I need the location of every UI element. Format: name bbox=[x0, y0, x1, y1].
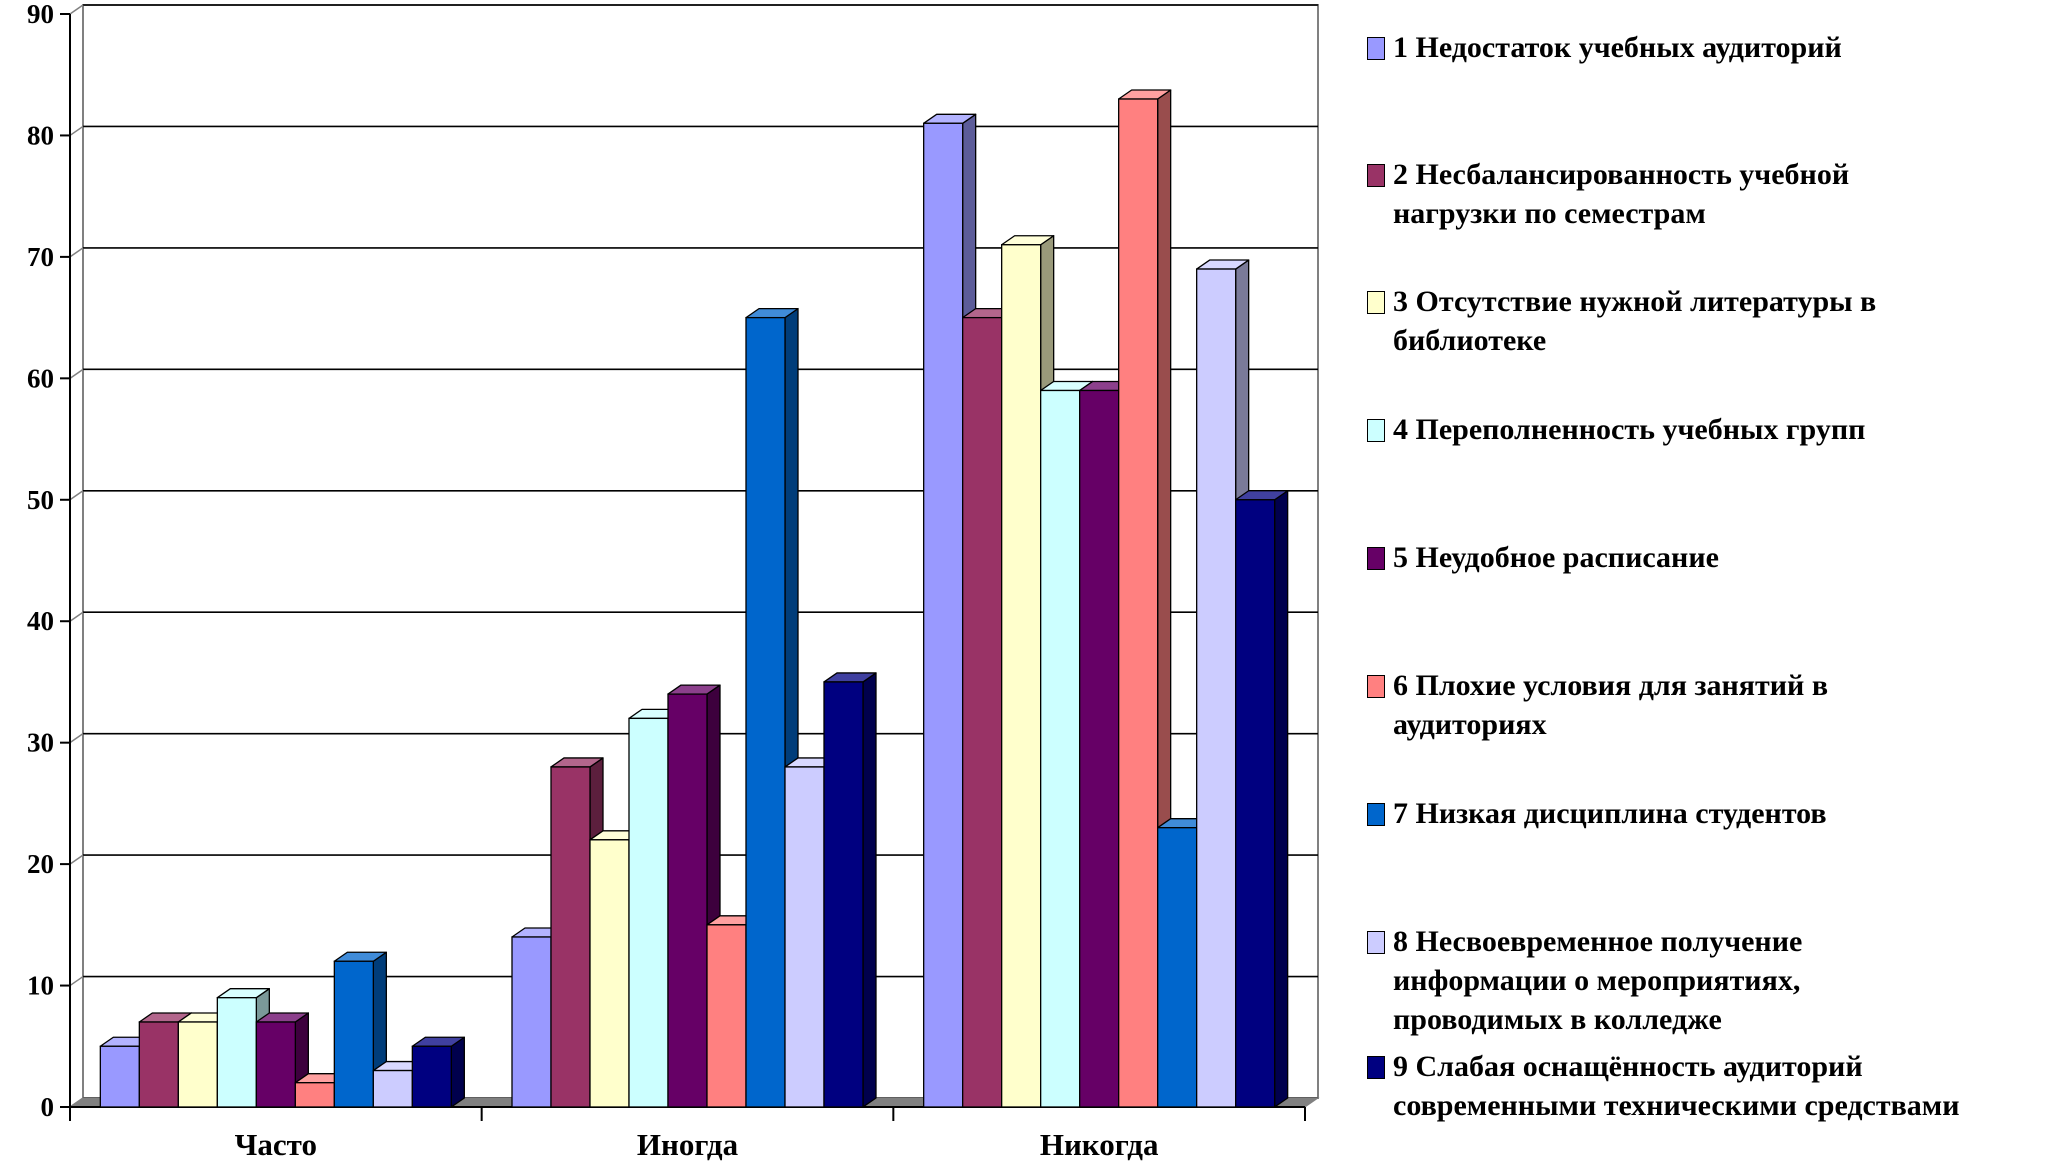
bar-front bbox=[589, 839, 630, 1108]
bar-chart: 0 10 20 30 40 50 60 70 80 90 Часто Иногда Никогда bbox=[27, 0, 1320, 1162]
legend-label: 8 Несвоевременное получение информации о … bbox=[1393, 925, 1803, 1036]
legend-label: 3 Отсутствие нужной литературы в библиоте… bbox=[1393, 285, 1877, 357]
bar-front bbox=[511, 936, 552, 1108]
x-axis-category-labels: Часто Иногда Никогда bbox=[235, 1127, 1159, 1162]
bars bbox=[99, 89, 1289, 1108]
legend-label: 6 Плохие условия для занятий в аудиториях bbox=[1393, 669, 1829, 741]
gridline-side bbox=[69, 854, 84, 865]
bar-front bbox=[823, 681, 864, 1108]
y-tick-label: 20 bbox=[27, 849, 54, 879]
legend-label: 2 Несбалансированность учебной нагрузки п… bbox=[1393, 158, 1850, 230]
y-tick-label: 10 bbox=[27, 971, 54, 1001]
bar-side bbox=[450, 1036, 465, 1108]
bar-front bbox=[138, 1021, 179, 1108]
gridline-side bbox=[69, 733, 84, 744]
gridline-side bbox=[69, 125, 84, 137]
bar-front bbox=[1040, 389, 1081, 1108]
bar-front bbox=[255, 1021, 296, 1108]
legend-swatch bbox=[1367, 675, 1385, 698]
y-tick-label: 70 bbox=[27, 242, 54, 272]
gridline-side bbox=[69, 611, 84, 622]
legend-item: 8 Несвоевременное получение информации о … bbox=[1367, 922, 1802, 1039]
bar-front bbox=[1196, 268, 1237, 1108]
bar-side bbox=[1274, 490, 1289, 1108]
legend-label: 5 Неудобное расписание bbox=[1393, 541, 1719, 574]
legend-item: 9 Слабая оснащённость аудиторий современн… bbox=[1367, 1047, 1960, 1125]
y-tick-label: 50 bbox=[27, 485, 54, 515]
y-tick-label: 80 bbox=[27, 120, 54, 150]
bar-front bbox=[550, 766, 591, 1108]
bar bbox=[1118, 89, 1172, 1108]
bar-front bbox=[99, 1045, 140, 1108]
y-tick-label: 30 bbox=[27, 728, 54, 758]
bar-front bbox=[177, 1021, 218, 1108]
bar bbox=[411, 1036, 465, 1108]
x-category-label: Никогда bbox=[1040, 1127, 1159, 1162]
legend-swatch bbox=[1367, 547, 1385, 570]
legend-swatch bbox=[1367, 37, 1385, 60]
bar bbox=[823, 672, 877, 1108]
bar-front bbox=[667, 693, 708, 1108]
bar-front bbox=[1157, 827, 1198, 1108]
gridline-side bbox=[69, 975, 84, 987]
legend-item: 2 Несбалансированность учебной нагрузки п… bbox=[1367, 155, 1849, 233]
legend-label: 4 Переполненность учебных групп bbox=[1393, 413, 1866, 446]
bar-front bbox=[923, 122, 964, 1108]
y-tick-label: 40 bbox=[27, 606, 54, 636]
legend-item: 7 Низкая дисциплина студентов bbox=[1367, 794, 1827, 833]
legend-label: 7 Низкая дисциплина студентов bbox=[1393, 797, 1827, 830]
legend-item: 6 Плохие условия для занятий в аудиториях bbox=[1367, 666, 1828, 744]
gridline-side bbox=[69, 247, 84, 258]
bar-front bbox=[784, 766, 825, 1108]
legend-item: 5 Неудобное расписание bbox=[1367, 538, 1719, 577]
bar-front bbox=[745, 316, 786, 1108]
legend-swatch bbox=[1367, 419, 1385, 442]
bar bbox=[706, 915, 760, 1108]
bar-front bbox=[411, 1045, 452, 1108]
bar-front bbox=[1079, 389, 1120, 1108]
bar-front bbox=[1118, 98, 1159, 1108]
gridline-side bbox=[69, 368, 84, 379]
y-tick-label: 90 bbox=[27, 0, 54, 29]
y-tick-label: 60 bbox=[27, 363, 54, 393]
gridline-side bbox=[69, 4, 84, 15]
x-category-label: Часто bbox=[235, 1127, 317, 1162]
bar bbox=[1235, 490, 1289, 1108]
legend-swatch bbox=[1367, 164, 1385, 187]
bar-front bbox=[333, 960, 374, 1108]
legend-swatch bbox=[1367, 1056, 1385, 1079]
bar-front bbox=[294, 1082, 335, 1108]
bar-front bbox=[1001, 244, 1042, 1108]
gridline-side bbox=[69, 490, 84, 501]
legend-swatch bbox=[1367, 291, 1385, 314]
y-tick-label: 0 bbox=[41, 1092, 55, 1122]
bar-front bbox=[216, 997, 257, 1108]
legend-label: 9 Слабая оснащённость аудиторий современн… bbox=[1393, 1050, 1960, 1122]
legend-item: 4 Переполненность учебных групп bbox=[1367, 410, 1865, 449]
bar-front bbox=[962, 316, 1003, 1108]
legend-item: 3 Отсутствие нужной литературы в библиоте… bbox=[1367, 282, 1876, 360]
legend-label: 1 Недостаток учебных аудиторий bbox=[1393, 31, 1842, 64]
legend-swatch bbox=[1367, 931, 1385, 954]
bar-side bbox=[862, 672, 877, 1108]
legend-item: 1 Недостаток учебных аудиторий bbox=[1367, 28, 1842, 67]
bar-front bbox=[1235, 499, 1276, 1108]
y-axis-tick-labels: 0 10 20 30 40 50 60 70 80 90 bbox=[27, 0, 54, 1122]
bar-front bbox=[372, 1069, 413, 1108]
bar-front bbox=[706, 924, 747, 1108]
legend-swatch bbox=[1367, 803, 1385, 826]
bar-front bbox=[628, 717, 669, 1108]
x-category-label: Иногда bbox=[637, 1127, 739, 1162]
